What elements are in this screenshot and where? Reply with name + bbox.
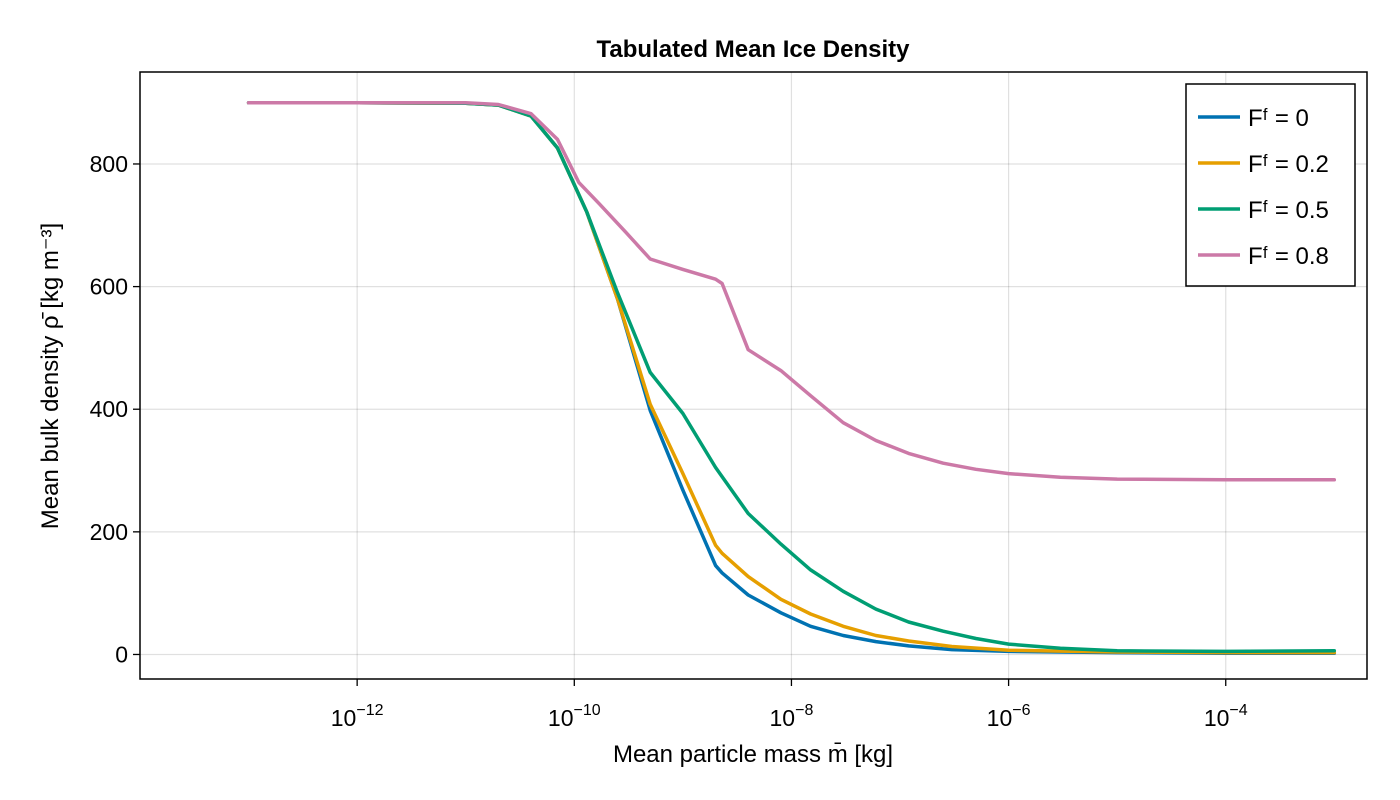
x-tick-label: 10−10 <box>548 702 601 731</box>
legend: Fᶠ = 0 Fᶠ = 0.2 Fᶠ = 0.5 Fᶠ = 0.8 <box>1185 83 1356 287</box>
x-tick-label: 10−4 <box>1204 702 1248 731</box>
series-line-2 <box>246 100 1337 654</box>
legend-label: Fᶠ = 0.5 <box>1248 197 1329 224</box>
legend-label: Fᶠ = 0 <box>1248 105 1309 132</box>
x-tick-label: 10−12 <box>331 702 384 731</box>
series-lines <box>246 100 1337 655</box>
y-axis-label: Mean bulk density ρ̄ [kg m⁻³] <box>37 223 64 529</box>
grid <box>140 72 1367 679</box>
x-axis-ticks: 10−12 10−10 10−8 10−6 10−4 <box>331 679 1248 731</box>
y-tick-label: 400 <box>90 396 128 422</box>
chart-title: Tabulated Mean Ice Density <box>597 36 911 63</box>
x-tick-label: 10−6 <box>987 702 1031 731</box>
legend-label: Fᶠ = 0.8 <box>1248 243 1329 270</box>
y-tick-label: 0 <box>115 641 128 667</box>
y-tick-label: 800 <box>90 151 128 177</box>
y-tick-label: 200 <box>90 519 128 545</box>
x-tick-label: 10−8 <box>770 702 814 731</box>
plot-frame <box>139 71 1368 680</box>
legend-label: Fᶠ = 0.2 <box>1248 151 1329 178</box>
x-axis-label: Mean particle mass m̄ [kg] <box>613 741 893 768</box>
series-line-3 <box>246 100 1337 482</box>
y-tick-label: 600 <box>90 274 128 300</box>
y-axis-ticks: 0 200 400 600 800 <box>90 151 140 667</box>
